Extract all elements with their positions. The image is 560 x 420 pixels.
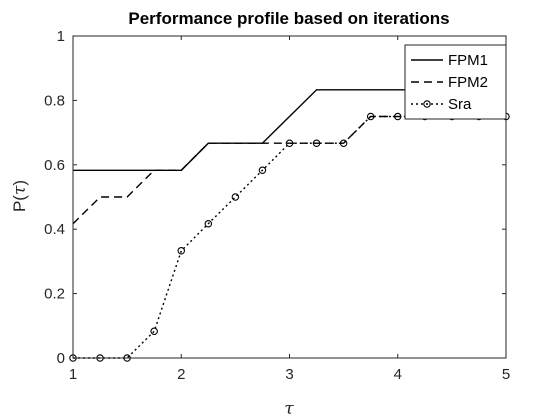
x-tick-label-4: 5	[502, 366, 510, 383]
series-2-point-10	[339, 139, 348, 147]
series-2-point-4	[177, 247, 186, 255]
series-2-point-11	[366, 112, 375, 121]
legend-label-2: Sra	[448, 96, 472, 113]
legend-marker-2	[423, 100, 431, 108]
legend-label-1: FPM2	[448, 74, 488, 91]
y-tick-label-2: 0.4	[44, 221, 65, 238]
legend: FPM1 FPM2 Sra	[404, 44, 507, 120]
chart-title: Performance profile based on iterations	[128, 9, 449, 28]
y-tick-label-0: 0	[57, 350, 65, 367]
y-axis-label-symbol: τ	[10, 185, 30, 195]
y-tick-label-4: 0.8	[44, 92, 65, 109]
series-2-point-6	[231, 193, 240, 201]
series-2-point-7	[258, 166, 267, 175]
y-axis-label-close: )	[10, 180, 29, 186]
x-tick-label-1: 2	[177, 366, 185, 383]
series-2-point-12	[393, 112, 402, 121]
legend-box	[404, 44, 507, 120]
x-tick-label-3: 4	[394, 366, 402, 383]
series-2-point-9	[312, 139, 321, 147]
series-2-point-8	[285, 139, 294, 147]
x-tick-label-0: 1	[69, 366, 77, 383]
y-axis-label-main: P(	[10, 195, 29, 212]
y-tick-label-5: 1	[57, 28, 65, 45]
x-tick-label-2: 3	[285, 366, 293, 383]
y-tick-label-1: 0.2	[44, 286, 65, 303]
series-2-point-3	[150, 327, 158, 336]
series-2-point-5	[204, 219, 213, 228]
x-axis-label: τ	[284, 399, 294, 419]
y-tick-label-3: 0.6	[44, 157, 65, 174]
legend-label-0: FPM1	[448, 52, 488, 69]
y-axis-label: P(τ)	[10, 180, 30, 212]
